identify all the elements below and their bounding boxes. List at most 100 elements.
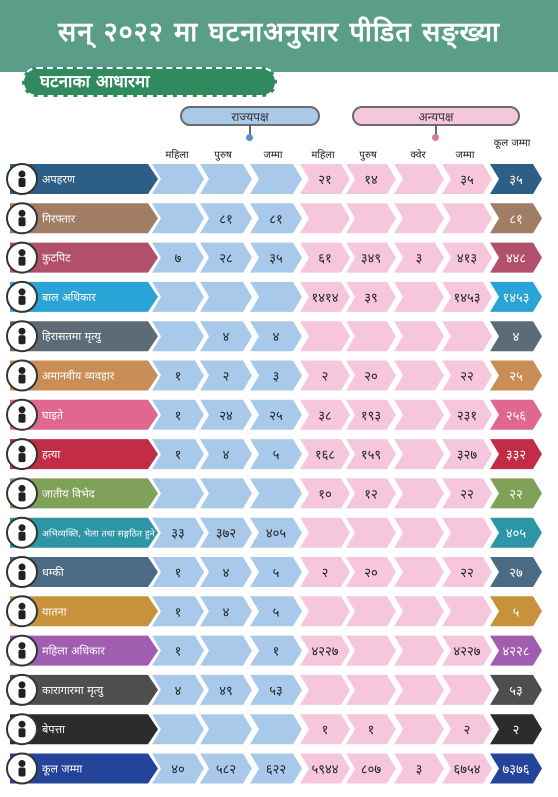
state-cell — [200, 203, 252, 234]
total-value: २५ — [509, 370, 523, 385]
other-cell — [300, 399, 350, 430]
page-subtitle: घटनाका आधारमा — [22, 67, 277, 97]
row-label-arrow — [10, 360, 158, 391]
prison-death-icon-body — [18, 688, 26, 698]
other-value: २ — [322, 566, 329, 581]
state-cell — [152, 674, 204, 705]
row-label-arrow — [10, 281, 158, 312]
state-cell — [152, 242, 204, 273]
other-cell — [300, 674, 350, 705]
other-cell — [442, 439, 492, 470]
state-cell — [200, 321, 252, 352]
state-value: ५ — [273, 566, 280, 581]
other-value: ३८ — [318, 409, 332, 424]
other-cell — [442, 674, 492, 705]
other-cell — [300, 478, 350, 509]
row-label-arrow — [10, 203, 158, 234]
state-cell — [200, 478, 252, 509]
state-cell — [152, 478, 204, 509]
column-header: जम्मा — [263, 150, 283, 161]
custody-death-icon-body — [18, 335, 26, 345]
other-cell — [394, 753, 444, 784]
total-cell — [490, 714, 542, 745]
prison-death-icon-head — [18, 681, 26, 689]
total-cell — [490, 517, 542, 548]
column-header: जम्मा — [455, 150, 475, 161]
state-value: ३७२ — [216, 527, 236, 542]
state-value: १ — [175, 370, 182, 385]
state-cell — [250, 714, 302, 745]
caste-discrimination-icon-head — [18, 484, 26, 492]
kidnapping-icon-body — [18, 178, 26, 187]
state-cell — [200, 517, 252, 548]
other-value: ४१३ — [457, 252, 477, 267]
other-cell — [300, 557, 350, 587]
total-cell — [490, 557, 542, 587]
row-label-arrow — [10, 478, 158, 509]
table-row: कूल जम्मा ४० ५८२ ६२२ ५९४४ ८०७ ३ ६७५४ ७३७६ — [6, 752, 542, 785]
state-value: ६२२ — [266, 763, 286, 778]
state-cell — [200, 242, 252, 273]
total-cell — [490, 439, 542, 470]
table-row: महिला अधिकार १ १ ४२२७ ४२२७ ४२२८ — [6, 634, 542, 667]
other-value: २२ — [460, 370, 474, 385]
group-connector — [435, 126, 437, 136]
state-cell — [250, 281, 302, 312]
other-value: १५९ — [361, 448, 381, 463]
total-icon-body — [18, 767, 26, 777]
state-cell — [250, 753, 302, 784]
state-cell — [152, 714, 204, 745]
other-cell — [346, 635, 396, 666]
state-value: १ — [175, 448, 182, 463]
state-value: ४० — [171, 763, 185, 778]
torture-icon-head — [18, 602, 26, 610]
state-cell — [200, 753, 252, 784]
row-label-arrow — [10, 164, 158, 194]
row-label-arrow — [10, 399, 158, 430]
other-cell — [346, 517, 396, 548]
total-cell — [490, 674, 542, 705]
total-value: २७ — [509, 566, 523, 581]
state-cell — [250, 321, 302, 352]
other-cell — [394, 674, 444, 705]
other-cell — [442, 753, 492, 784]
women-rights-icon-body — [18, 649, 26, 659]
other-cell — [346, 557, 396, 587]
state-value: ४ — [223, 330, 230, 345]
state-value: ५३ — [269, 684, 283, 699]
other-cell — [346, 674, 396, 705]
inhuman-treatment-icon-head — [18, 367, 26, 374]
state-cell — [152, 164, 204, 194]
total-cell — [490, 360, 542, 391]
total-cell — [490, 478, 542, 509]
row-label-arrow — [10, 321, 158, 352]
state-cell — [200, 674, 252, 705]
row-label-arrow — [10, 242, 158, 273]
state-value: ४ — [223, 566, 230, 581]
other-cell — [442, 321, 492, 352]
caste-discrimination-icon-body — [18, 492, 26, 502]
row-label-arrow — [10, 674, 158, 705]
other-cell — [394, 281, 444, 312]
total-value: ७३७६ — [502, 763, 529, 778]
other-value: १४१४ — [311, 291, 338, 306]
table-row: घाइते १ २४ २५ ३८ १९३ २३१ २५६ — [6, 398, 542, 431]
other-value: १२ — [364, 487, 378, 502]
other-cell — [442, 360, 492, 391]
other-cell — [442, 242, 492, 273]
total-value: ५३ — [509, 684, 523, 699]
row-label-arrow — [10, 635, 158, 666]
threat-icon-head — [18, 563, 26, 571]
total-value: १४५३ — [502, 291, 529, 306]
group-label-state: राज्यपक्ष — [180, 106, 320, 126]
other-cell — [442, 203, 492, 234]
row-label: हत्या — [42, 448, 60, 461]
row-label: गिरफ्तार — [42, 212, 76, 225]
row-label: घाइते — [42, 409, 64, 422]
state-cell — [200, 164, 252, 194]
other-cell — [346, 596, 396, 627]
total-cell — [490, 281, 542, 312]
other-cell — [300, 753, 350, 784]
table-row: कुटपिट ७ २८ ३५ ६१ ३४९ ३ ४१३ ४४८ — [6, 241, 542, 274]
row-label: कुटपिट — [42, 252, 71, 265]
